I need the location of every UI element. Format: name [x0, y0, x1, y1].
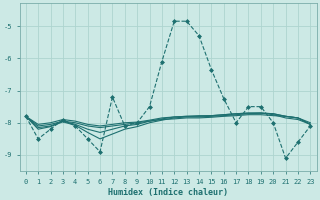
X-axis label: Humidex (Indice chaleur): Humidex (Indice chaleur): [108, 188, 228, 197]
